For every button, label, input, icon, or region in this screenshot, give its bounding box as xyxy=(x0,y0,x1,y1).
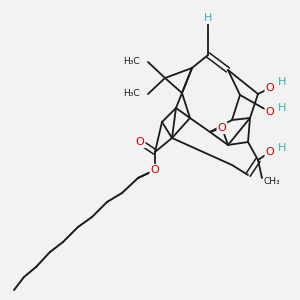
Text: O: O xyxy=(266,147,274,157)
Text: O: O xyxy=(136,137,144,147)
Text: H₃C: H₃C xyxy=(123,89,140,98)
Text: O: O xyxy=(266,83,274,93)
Text: H: H xyxy=(278,103,286,113)
Text: O: O xyxy=(266,107,274,117)
Text: H₃C: H₃C xyxy=(123,58,140,67)
Text: H: H xyxy=(278,77,286,87)
Text: CH₃: CH₃ xyxy=(264,178,280,187)
Text: H: H xyxy=(278,143,286,153)
Text: O: O xyxy=(151,165,159,175)
Text: O: O xyxy=(218,123,226,133)
Text: H: H xyxy=(204,13,212,23)
